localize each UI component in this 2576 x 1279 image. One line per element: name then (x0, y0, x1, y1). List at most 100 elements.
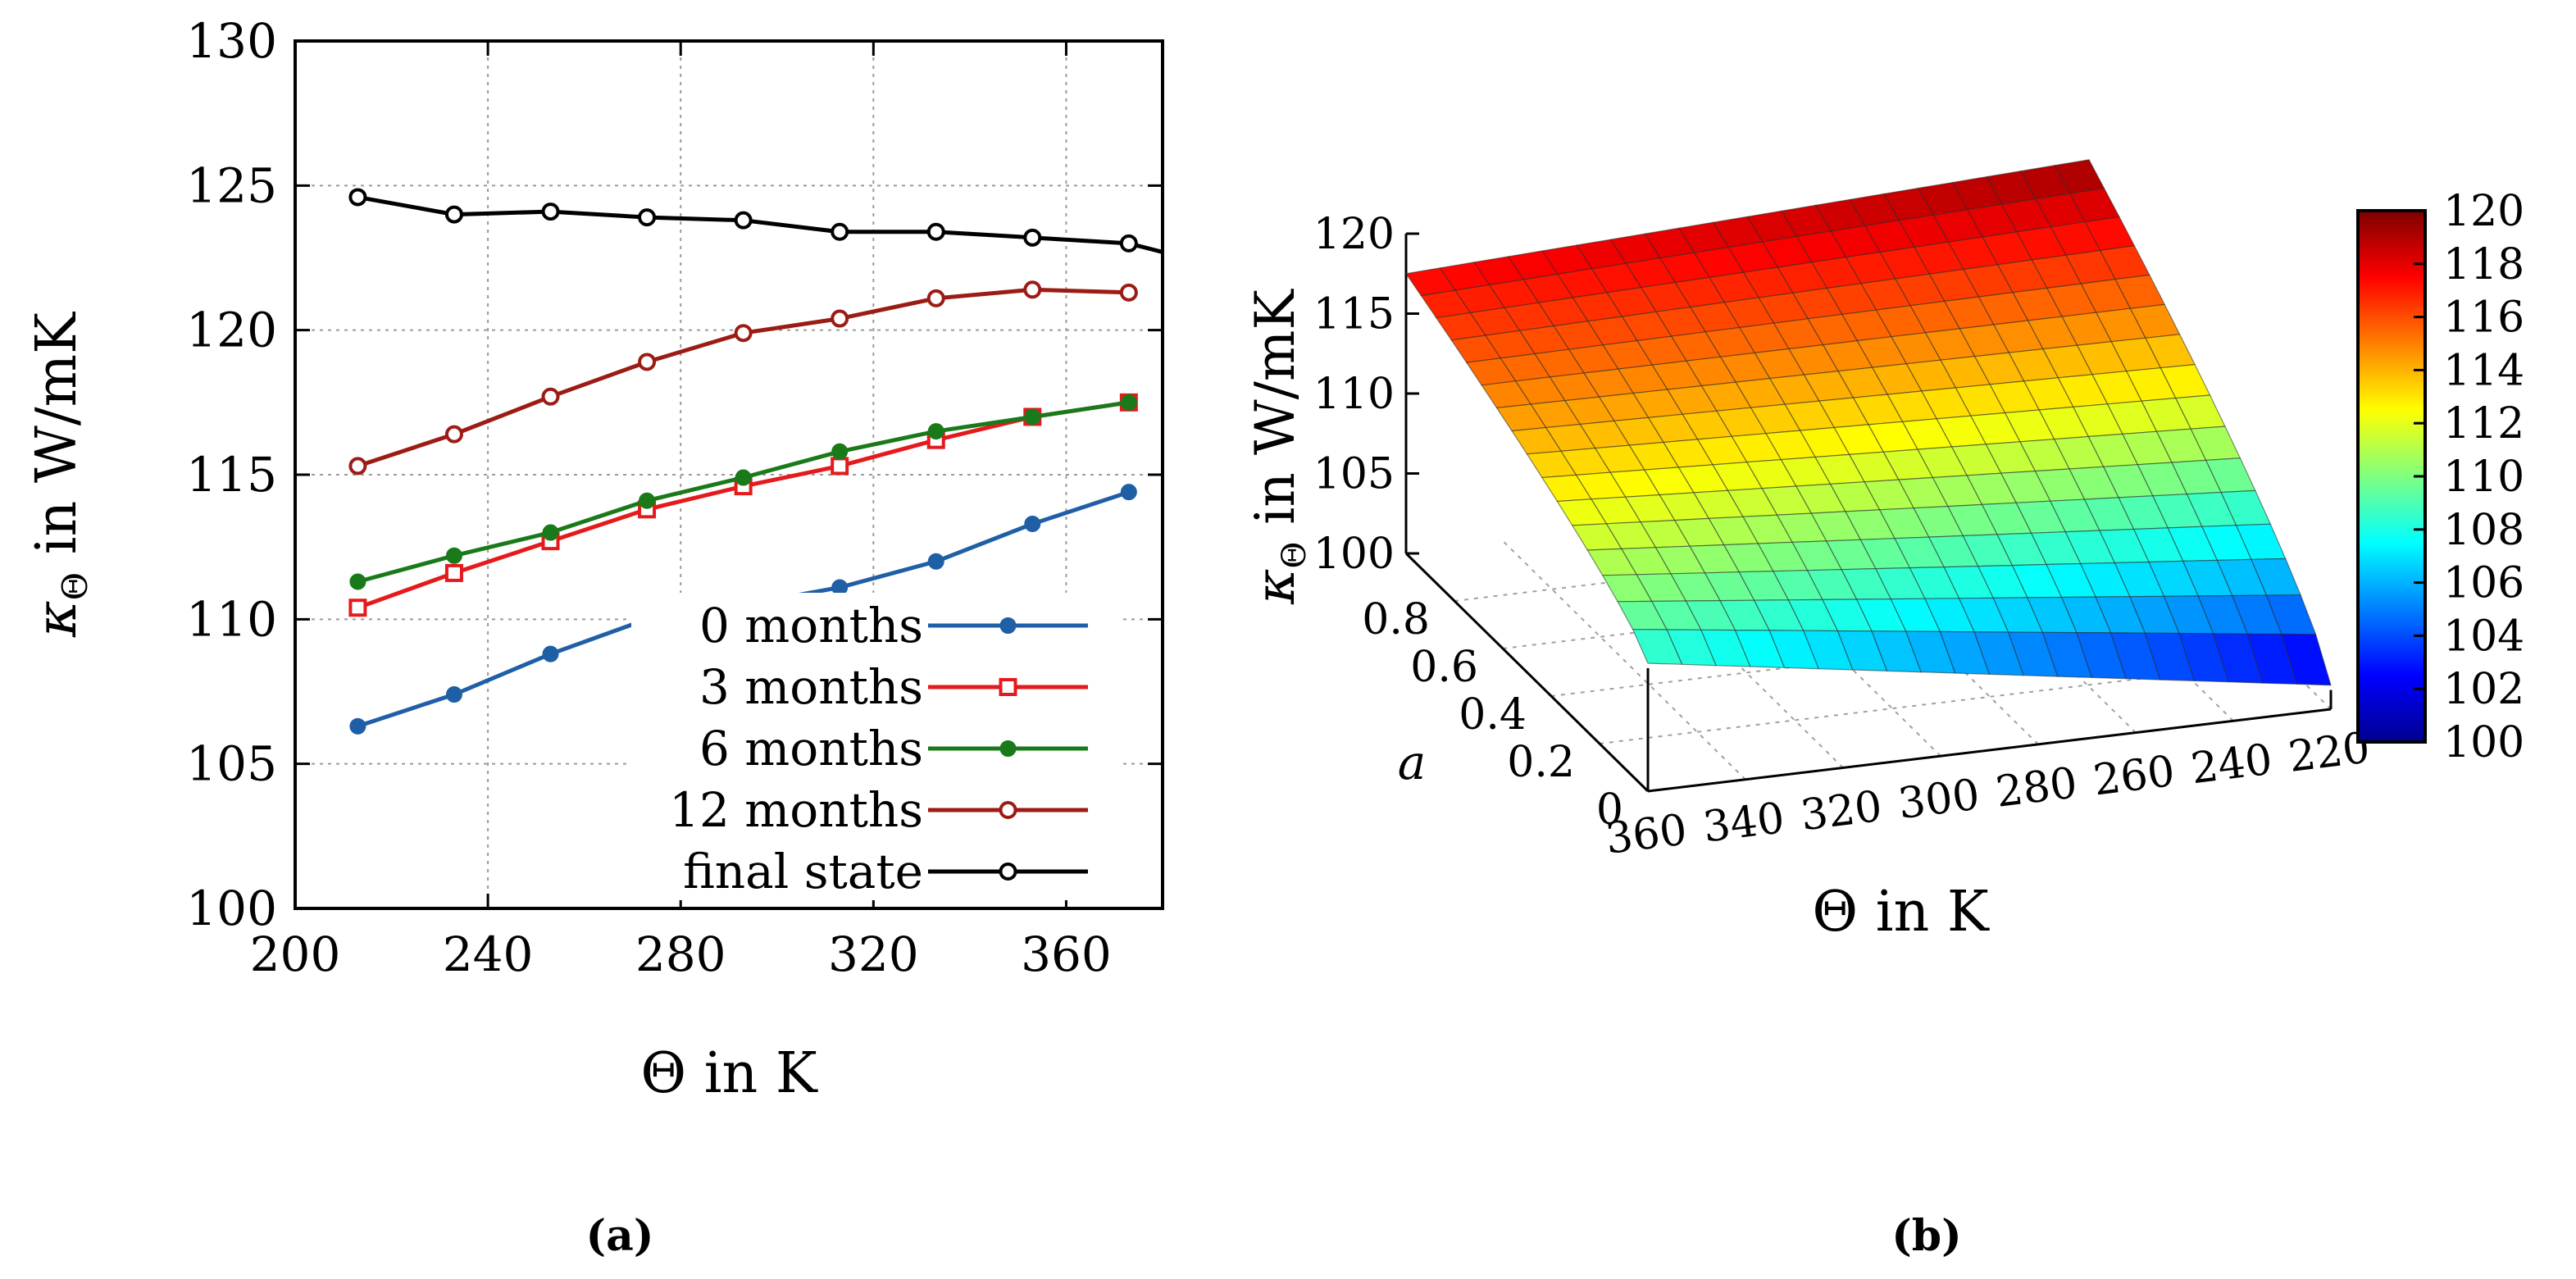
y-tick-label: 100 (186, 881, 277, 936)
data-point (638, 208, 657, 227)
panel-b-z-axis-label: κΘ in W/mK (1244, 289, 1313, 605)
y-tick-label: 110 (186, 591, 277, 647)
panel-b-axes (1404, 234, 2333, 793)
data-point (831, 443, 849, 460)
colorbar-tick-label: 108 (2443, 506, 2524, 555)
theta-tick-label: 360 (1603, 805, 1690, 864)
panel-b-a-axis-label: a (1398, 735, 1427, 790)
a-tick-label: 0.2 (1507, 738, 1575, 787)
z-tick-label: 100 (1313, 530, 1395, 579)
colorbar-tick-label: 104 (2443, 612, 2524, 661)
y-tick-label: 130 (186, 13, 277, 69)
x-tick-label: 320 (828, 926, 919, 982)
data-point (348, 188, 367, 207)
panel-b-theta-axis-label: Θ in K (1812, 880, 1990, 944)
legend-label: 0 months (699, 598, 923, 653)
data-point (927, 423, 944, 440)
theta-tick-label: 300 (1896, 770, 1982, 829)
data-point (444, 205, 463, 224)
data-point (831, 222, 849, 241)
x-tick-label: 240 (443, 926, 534, 982)
data-point (999, 740, 1017, 757)
panel-b-surface-plot: 100 105 110 115 120 0 0.20.40.60.8 360 340 320 300… (1244, 159, 2524, 1261)
z-tick-label: 110 (1313, 370, 1395, 419)
a-axis-line (1404, 552, 1650, 793)
series-line (357, 287, 1129, 468)
colorbar-tick-label: 110 (2443, 453, 2524, 502)
data-point (831, 579, 849, 596)
surface-cell (2281, 633, 2332, 686)
data-point (348, 457, 367, 476)
series-line (357, 194, 1163, 254)
legend-label: 12 months (669, 782, 923, 838)
data-point (541, 203, 560, 221)
data-point (999, 617, 1017, 634)
x-tick-label: 200 (250, 926, 341, 982)
y-tick-label: 115 (186, 447, 277, 503)
data-point (444, 563, 463, 582)
theta-tick-label: 240 (2188, 735, 2275, 794)
data-point (999, 863, 1017, 881)
data-point (445, 547, 462, 564)
data-point (348, 599, 367, 617)
legend-label: final state (683, 844, 923, 899)
data-point (831, 457, 849, 476)
panel-a-line-chart: 200 240 280 320 360 100 105 110 115 120 125 130 0 m… (25, 13, 1164, 1261)
series-6-months (349, 394, 1137, 590)
x-tick-label: 360 (1021, 926, 1112, 982)
data-point (735, 469, 752, 486)
z-tick-label: 120 (1313, 210, 1395, 259)
panel-b-surface (1404, 159, 2332, 686)
data-point (999, 678, 1017, 696)
panel-a-y-label-unit: in W/mK (25, 312, 89, 572)
data-point (444, 425, 463, 444)
series-12-months (348, 280, 1138, 476)
panel-b-caption: (b) (1891, 1211, 1962, 1261)
data-point (1119, 234, 1138, 253)
a-tick-label: 0 (1596, 785, 1623, 835)
colorbar-tick-label: 116 (2443, 294, 2524, 343)
colorbar-tick-label: 118 (2443, 240, 2524, 289)
data-point (445, 686, 462, 703)
data-point (831, 309, 849, 328)
panel-a-y-label-kappa: κ (25, 600, 89, 638)
panel-a-y-axis-label: κΘ in W/mK (25, 312, 95, 638)
series-final-state (348, 188, 1163, 254)
data-point (1024, 515, 1041, 532)
y-tick-label: 105 (186, 736, 277, 792)
colorbar-tick-label: 114 (2443, 346, 2524, 395)
data-point (542, 524, 559, 541)
panel-a-series (348, 188, 1163, 735)
panel-a-legend: 0 months 3 months 6 months 12 months final s… (631, 593, 1123, 900)
data-point (638, 353, 657, 371)
data-point (926, 289, 945, 307)
floor-gridline-theta (1503, 541, 1746, 781)
panel-b-z-label-kappa: κ (1244, 569, 1307, 605)
series-line (357, 400, 1130, 610)
data-point (541, 387, 560, 406)
panel-a-x-axis-label: Θ in K (640, 1041, 818, 1106)
data-point (1120, 394, 1137, 411)
y-tick-label: 120 (186, 303, 277, 358)
panel-a-ticks: 200 240 280 320 360 100 105 110 115 120 125 130 (186, 13, 1163, 982)
theta-axis-line (1647, 708, 2332, 793)
data-point (926, 222, 945, 241)
theta-tick-label: 260 (2091, 747, 2178, 806)
data-point (927, 553, 944, 570)
panel-b-z-label-subscript: Θ (1276, 542, 1313, 569)
panel-b-z-label-unit: in W/mK (1244, 289, 1307, 542)
panel-a-y-label-subscript: Θ (55, 572, 95, 600)
legend-label: 6 months (699, 721, 923, 776)
a-tick-label: 0.4 (1459, 690, 1527, 740)
data-point (349, 717, 366, 735)
data-point (1119, 283, 1138, 302)
x-tick-label: 280 (635, 926, 726, 982)
legend-label: 3 months (699, 659, 923, 715)
panel-a-caption: (a) (586, 1211, 654, 1261)
a-tick-label: 0.8 (1362, 595, 1430, 644)
colorbar-tick-label: 102 (2443, 665, 2524, 714)
data-point (639, 492, 656, 509)
data-point (1023, 228, 1042, 247)
data-point (999, 801, 1017, 819)
